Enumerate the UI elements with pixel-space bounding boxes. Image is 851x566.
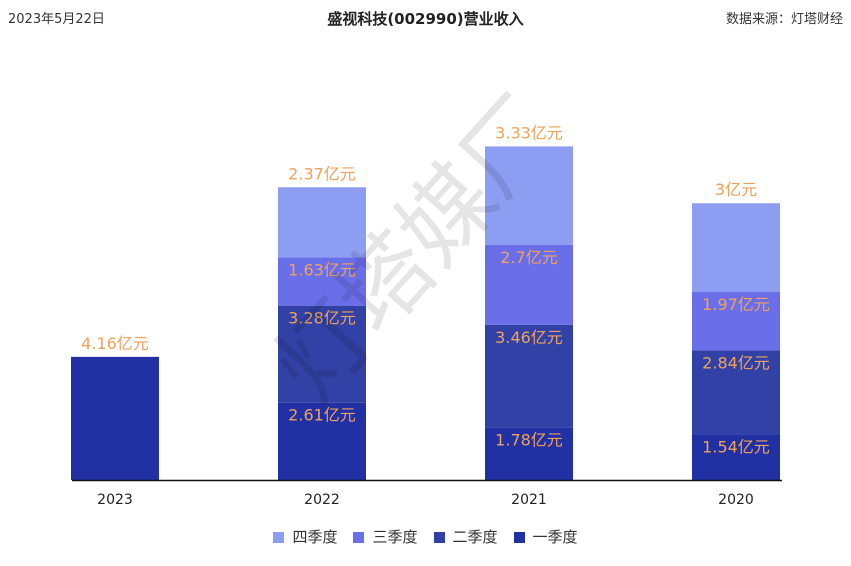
- bar-segment-2020-四季度: [692, 203, 780, 293]
- data-label-2022-一季度: 2.61亿元: [288, 406, 356, 425]
- data-label-2021-二季度: 3.46亿元: [495, 328, 563, 347]
- legend-swatch: [513, 532, 525, 543]
- data-label-2020-四季度: 3亿元: [715, 180, 757, 199]
- data-label-2022-二季度: 3.28亿元: [288, 309, 356, 328]
- legend-swatch: [273, 532, 285, 543]
- bar-segment-2020-一季度: [692, 434, 780, 480]
- legend-item-四季度[interactable]: 四季度: [273, 526, 337, 547]
- bar-segment-2021-四季度: [485, 146, 573, 245]
- bar-segment-2021-三季度: [485, 244, 573, 325]
- bar-segment-2022-三季度: [278, 257, 366, 306]
- bar-segment-2022-四季度: [278, 187, 366, 258]
- bar-segment-2023-一季度: [71, 356, 159, 480]
- x-tick-label-2022: 2022: [304, 492, 340, 508]
- x-tick-label-2020: 2020: [718, 492, 754, 508]
- legend-item-三季度[interactable]: 三季度: [353, 526, 418, 547]
- data-label-2021-四季度: 3.33亿元: [495, 123, 563, 142]
- x-tick-label-2023: 2023: [97, 492, 133, 508]
- x-tick-label-2021: 2021: [511, 492, 547, 508]
- data-label-2020-一季度: 1.54亿元: [702, 437, 770, 456]
- data-label-2023-一季度: 4.16亿元: [81, 334, 149, 353]
- legend-label: 二季度: [452, 528, 498, 546]
- bar-segment-2020-二季度: [692, 350, 780, 435]
- legend-item-一季度[interactable]: 一季度: [513, 526, 578, 547]
- bar-segment-2021-一季度: [485, 427, 573, 480]
- data-label-2022-四季度: 2.37亿元: [288, 164, 356, 183]
- data-label-2021-一季度: 1.78亿元: [495, 430, 563, 449]
- data-label-2022-三季度: 1.63亿元: [288, 260, 356, 279]
- data-label-2021-三季度: 2.7亿元: [500, 248, 557, 267]
- data-label-2020-二季度: 2.84亿元: [702, 353, 770, 372]
- data-label-2020-三季度: 1.97亿元: [702, 295, 770, 314]
- legend-item-二季度[interactable]: 二季度: [433, 526, 498, 547]
- legend: 四季度 三季度 二季度 一季度: [0, 526, 851, 547]
- legend-swatch: [353, 532, 365, 543]
- data-source-label: 数据来源：灯塔财经: [725, 12, 843, 27]
- legend-swatch: [433, 532, 445, 543]
- legend-label: 四季度: [292, 528, 338, 546]
- bar-segment-2022-二季度: [278, 305, 366, 403]
- legend-label: 一季度: [532, 528, 578, 546]
- bar-segment-2020-三季度: [692, 292, 780, 351]
- bar-segment-2022-一季度: [278, 402, 366, 480]
- bar-segment-2021-二季度: [485, 324, 573, 428]
- legend-label: 三季度: [372, 528, 418, 546]
- chart-title: 盛视科技(002990)营业收入: [327, 10, 524, 28]
- date-label: 2023年5月22日: [8, 12, 105, 27]
